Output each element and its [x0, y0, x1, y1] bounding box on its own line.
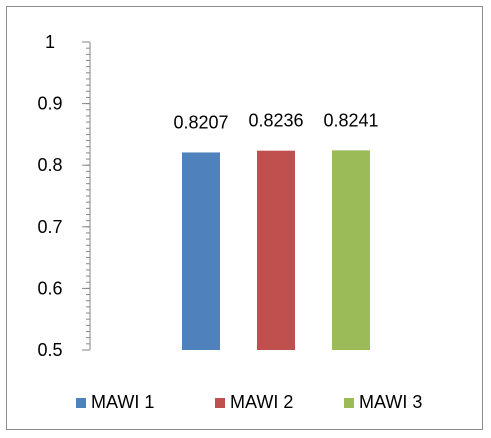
y-tick-label: 0.8: [37, 155, 62, 175]
legend-swatch: [215, 398, 225, 408]
legend-label: MAWI 1: [91, 392, 154, 412]
bar-mawi-3: [332, 150, 370, 350]
data-labels: 0.8207 0.8236 0.8241: [173, 110, 378, 132]
data-label: 0.8207: [173, 112, 228, 132]
legend-label: MAWI 3: [359, 392, 422, 412]
data-label: 0.8236: [248, 111, 303, 131]
bar-mawi-2: [257, 150, 295, 350]
bar-mawi-1: [182, 152, 220, 350]
y-axis: 0.5 0.6 0.7 0.8 0.9 1: [37, 32, 91, 360]
legend-label: MAWI 2: [230, 392, 293, 412]
legend-swatch: [344, 398, 354, 408]
legend-swatch: [76, 398, 86, 408]
legend: MAWI 1 MAWI 2 MAWI 3: [76, 392, 422, 412]
y-tick-label: 0.6: [37, 278, 62, 298]
data-label: 0.8241: [323, 110, 378, 130]
chart-frame: [6, 6, 483, 430]
y-tick-label: 0.7: [37, 217, 62, 237]
y-tick-label: 0.9: [37, 94, 62, 114]
y-tick-label: 0.5: [37, 340, 62, 360]
y-tick-label: 1: [45, 32, 55, 52]
bars: [182, 150, 370, 350]
